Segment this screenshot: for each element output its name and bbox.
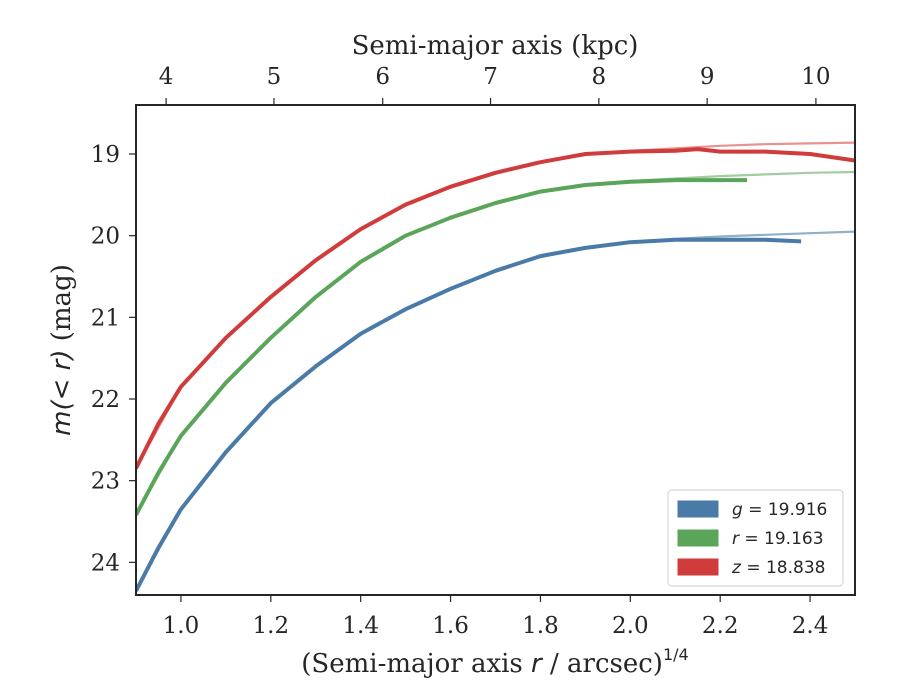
x-tick-label: 1.8 [522, 613, 559, 639]
x-axis-label-var: r [531, 649, 544, 679]
legend-label-value: = 19.916 [743, 500, 828, 520]
x-tick-label: 1.2 [253, 613, 290, 639]
plot-frame [135, 104, 856, 596]
y-tick-label: 20 [91, 224, 120, 250]
y-tick-label: 24 [91, 550, 120, 576]
legend-label-g: g = 19.916 [732, 500, 827, 520]
legend-swatch-r [677, 529, 719, 547]
legend-label-z: z = 18.838 [731, 558, 825, 578]
legend-label-var: z [731, 558, 742, 578]
top-x-tick-label: 10 [801, 64, 830, 90]
y-tick-label: 19 [91, 142, 120, 168]
y-tick-label: 21 [91, 305, 120, 331]
top-x-tick-label: 6 [375, 64, 390, 90]
y-axis-label-unit: (mag) [47, 264, 77, 349]
series-line-z [136, 147, 855, 470]
x-tick-label: 2.2 [702, 613, 739, 639]
x-tick-label: 2.0 [612, 613, 649, 639]
top-x-tick-label: 8 [592, 64, 607, 90]
top-x-tick-label: 9 [700, 64, 715, 90]
x-axis-label: (Semi-major axis r / arcsec)1/4 [301, 645, 688, 679]
y-axis-label: m(< r) (mag) [47, 264, 77, 436]
plot-lines [136, 141, 855, 592]
x-tick-label: 1.4 [342, 613, 379, 639]
series-line-g [136, 237, 802, 592]
series-line-r [136, 178, 748, 516]
legend-label-value: = 18.838 [741, 558, 826, 578]
series-model-line-r [136, 170, 855, 517]
series-model-line-z [136, 141, 855, 470]
top-x-tick-label: 5 [267, 64, 282, 90]
top-x-tick-label: 4 [159, 64, 174, 90]
legend-label-r: r = 19.163 [732, 529, 824, 549]
legend-label-var: r [732, 529, 740, 549]
x-tick-label: 1.6 [432, 613, 469, 639]
legend-swatch-g [677, 500, 719, 518]
x-tick-label: 1.0 [163, 613, 200, 639]
legend-swatch-z [677, 558, 719, 576]
y-axis-label-var: m(< r) [47, 350, 77, 436]
x-axis-label-suffix: / arcsec) [542, 649, 663, 679]
x-tick-label: 2.4 [792, 613, 829, 639]
x-axis-label-exponent: 1/4 [663, 645, 689, 664]
top-x-tick-label: 7 [483, 64, 498, 90]
y-tick-label: 22 [91, 387, 120, 413]
top-axis-label: Semi-major axis (kpc) [352, 31, 639, 61]
y-tick-label: 23 [91, 469, 120, 495]
axis-ticks: 1.0 1.2 1.4 1.6 1.8 2.0 2.2 2.4 4 5 6 7 8 9 10 19 20 21 22… [91, 64, 831, 639]
legend-label-var: g [732, 500, 743, 520]
legend-label-value: = 19.163 [739, 529, 824, 549]
x-axis-label-prefix: (Semi-major axis [301, 649, 531, 679]
